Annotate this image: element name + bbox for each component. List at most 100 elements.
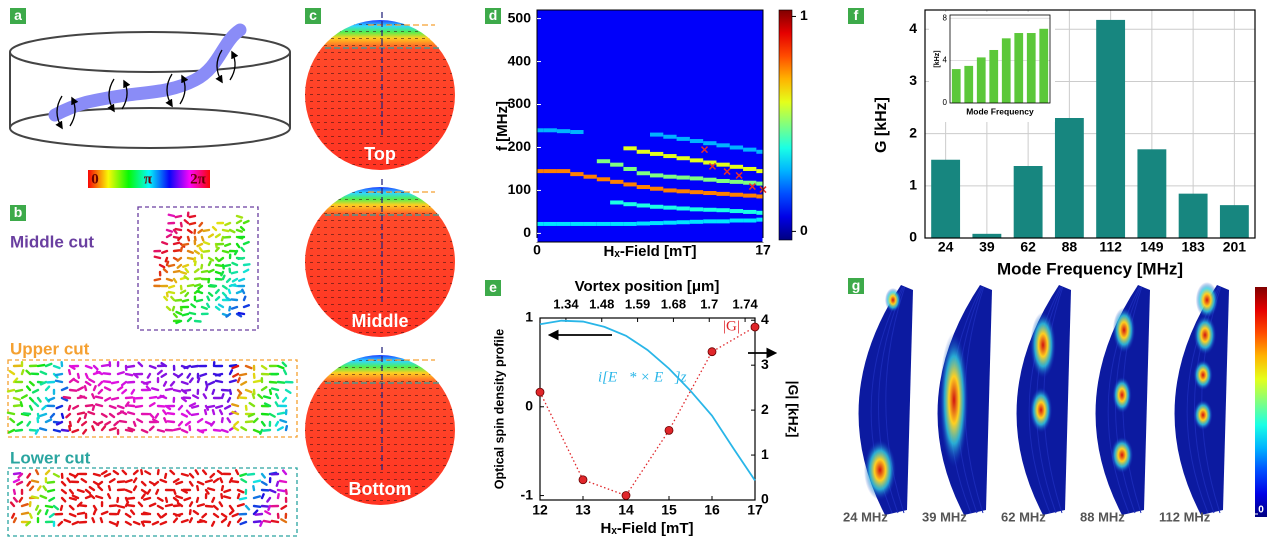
spin-arrow: [73, 496, 78, 498]
spin-arrow: [10, 419, 14, 422]
phase-label: π: [144, 171, 153, 187]
spin-arrow: [190, 502, 192, 506]
spin-arrow: [278, 382, 284, 383]
mode-hotspot: [1193, 360, 1212, 390]
spin-arrow: [82, 422, 86, 425]
y-tick-label: 0: [525, 397, 533, 413]
spin-arrow: [38, 486, 41, 490]
spin-arrow: [165, 474, 166, 478]
spin-arrow: [134, 478, 136, 482]
spin-arrow: [30, 382, 34, 385]
spin-arrow: [200, 430, 206, 431]
spin-arrow: [176, 229, 181, 230]
panel-letter: a: [14, 7, 22, 23]
spin-arrow: [152, 388, 158, 390]
spin-arrow: [126, 480, 132, 482]
spin-arrow: [128, 405, 134, 406]
spin-arrow: [220, 502, 222, 506]
spin-arrow: [96, 404, 102, 406]
y-tick-label: 4: [909, 20, 917, 36]
spin-arrow: [254, 419, 257, 422]
spin-arrow: [126, 397, 132, 398]
spin-arrow: [139, 503, 142, 506]
heatmap-cell: [743, 167, 756, 171]
heatmap-cell: [716, 143, 729, 147]
spin-arrow: [78, 413, 84, 414]
spin-arrow: [105, 422, 110, 425]
cut-frame: [8, 468, 297, 536]
spin-arrow: [230, 370, 232, 374]
spin-arrow: [70, 422, 71, 426]
spin-arrow: [74, 379, 78, 382]
spin-arrow: [198, 482, 203, 484]
spin-arrow: [181, 248, 182, 251]
mode-label: 39 MHz: [922, 509, 967, 524]
spin-arrow: [153, 522, 158, 524]
spin-arrow: [236, 470, 238, 474]
bar: [931, 160, 960, 238]
spin-arrow: [145, 471, 150, 474]
spin-arrow: [102, 365, 108, 366]
spin-arrow: [70, 498, 76, 500]
spin-arrow: [90, 487, 94, 490]
spin-arrow: [199, 230, 202, 233]
spin-arrow: [253, 486, 254, 490]
spin-arrow: [86, 382, 90, 385]
y-tick-label: 1: [909, 177, 917, 193]
spin-arrow: [78, 513, 84, 514]
spin-arrow: [244, 297, 245, 300]
spin-arrow: [174, 271, 179, 272]
spin-arrow: [158, 430, 164, 431]
cut-label: Lower cut: [10, 448, 91, 467]
spin-arrow: [62, 498, 65, 501]
spin-arrow: [216, 406, 222, 408]
spin-arrow: [254, 521, 260, 522]
heatmap-cell: [637, 203, 650, 207]
spin-arrow: [46, 364, 51, 366]
spin-arrow: [264, 521, 270, 522]
spin-arrow: [137, 419, 142, 422]
spin-arrow: [24, 413, 30, 414]
spin-arrow: [27, 371, 30, 374]
spin-arrow: [281, 519, 286, 522]
spin-arrow: [254, 506, 260, 507]
spin-arrow: [280, 420, 286, 422]
spin-arrow: [57, 406, 62, 408]
spin-arrow: [64, 397, 70, 398]
heatmap-cell: [703, 191, 716, 195]
y2-axis-label: |G| [kHz]: [785, 381, 801, 438]
spin-arrow: [167, 235, 171, 237]
spin-arrow: [158, 506, 163, 509]
mode-hotspot: [1196, 282, 1218, 318]
spin-arrow: [118, 510, 119, 514]
spin-arrow: [209, 270, 213, 272]
spin-arrow: [204, 394, 206, 398]
spin-arrow: [136, 406, 142, 407]
data-point: [751, 323, 759, 331]
spin-arrow: [86, 366, 91, 368]
spin-arrow: [195, 285, 200, 286]
spin-arrow: [190, 216, 195, 217]
spin-arrow: [278, 427, 283, 430]
spin-arrow: [46, 510, 47, 514]
spin-arrow: [70, 390, 76, 391]
spin-arrow: [179, 406, 182, 409]
spin-arrow: [21, 402, 22, 406]
spin-arrow: [213, 390, 214, 394]
heatmap-cell: [650, 173, 663, 177]
cut-label: Middle cut: [10, 232, 94, 251]
spin-arrow: [154, 482, 158, 485]
spin-arrow: [190, 518, 192, 522]
bar: [972, 234, 1001, 238]
spin-arrow: [62, 482, 65, 485]
spin-arrow: [10, 371, 14, 374]
heatmap-cell: [570, 130, 583, 134]
y-axis-label: f [MHz]: [494, 101, 511, 151]
spin-arrow: [90, 495, 94, 498]
spin-arrow: [110, 479, 114, 482]
heatmap-cell: [650, 187, 663, 191]
spin-arrow: [225, 265, 230, 266]
spin-arrow: [262, 482, 267, 485]
spin-arrow: [182, 430, 187, 432]
y2-tick-label: 4: [761, 311, 769, 327]
